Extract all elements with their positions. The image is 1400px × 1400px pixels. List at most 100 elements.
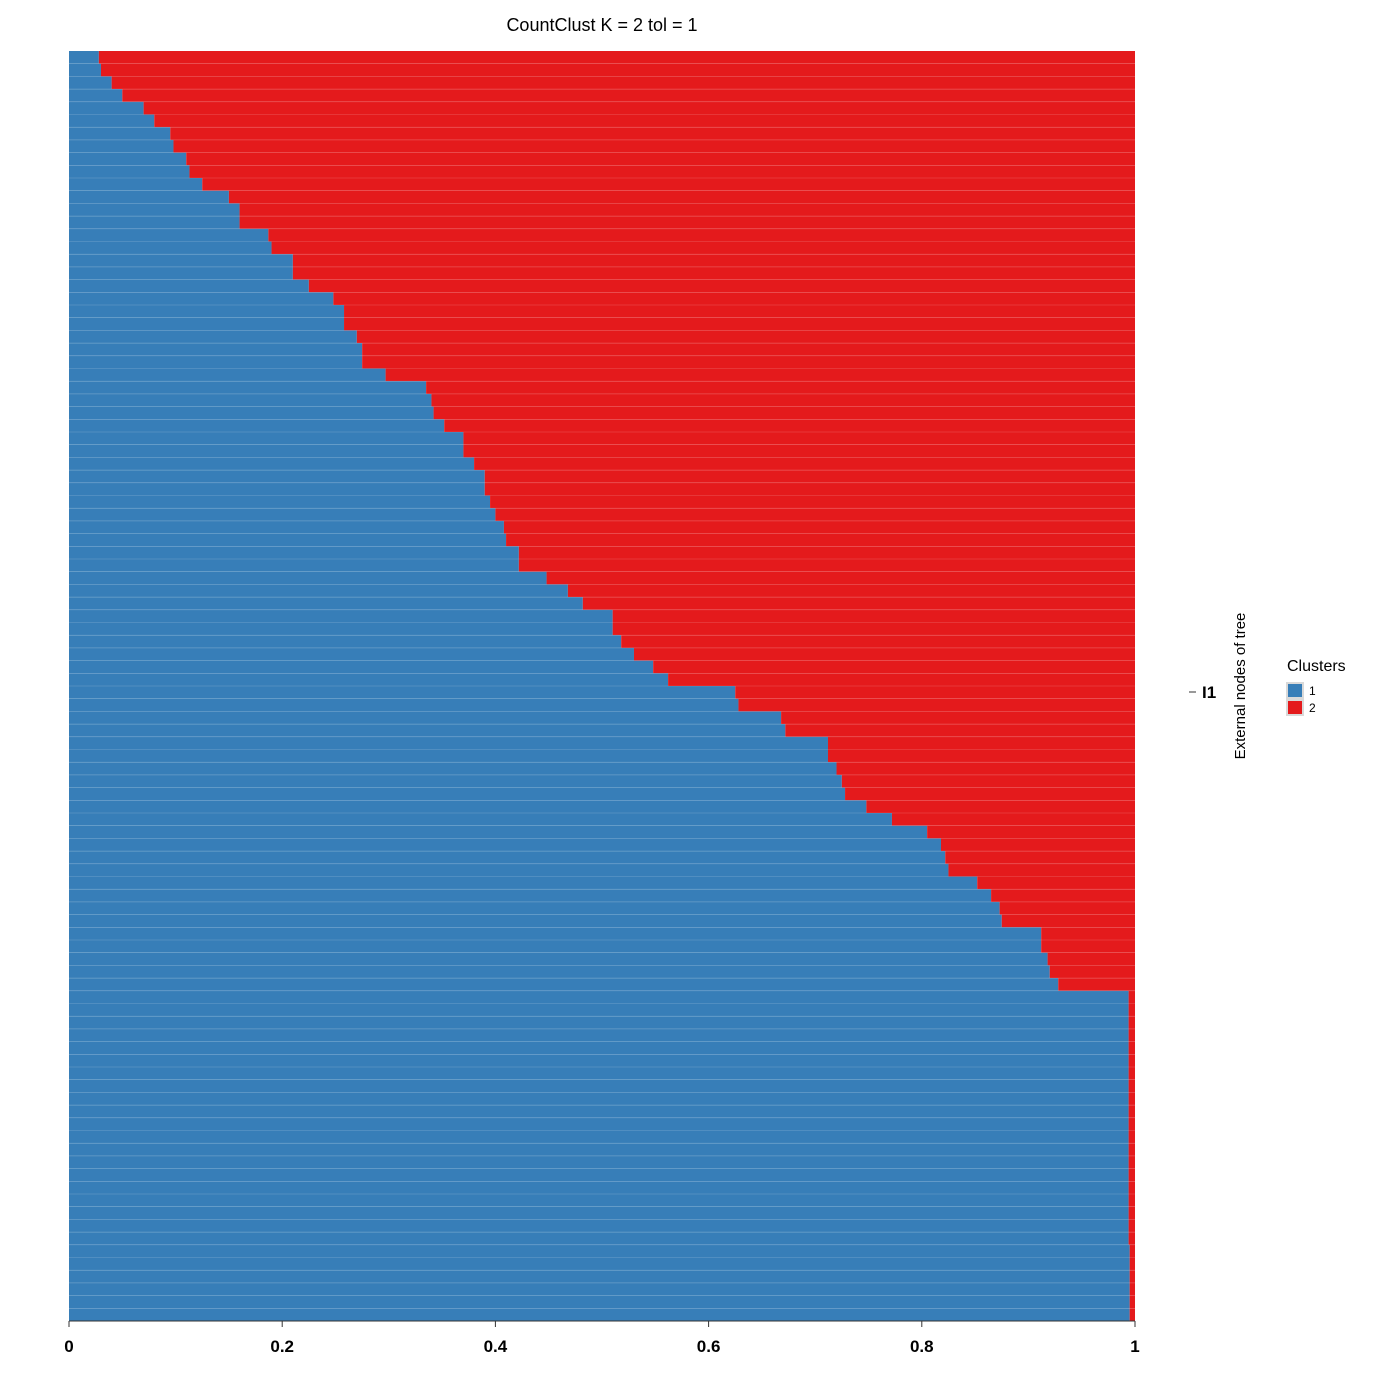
bar-cluster-2 — [582, 597, 1135, 610]
bar-cluster-2 — [1049, 965, 1135, 979]
bar-cluster-2 — [431, 393, 1135, 407]
bar-cluster-2 — [1128, 1054, 1135, 1068]
bar-cluster-2 — [362, 343, 1135, 356]
bar-cluster-1 — [69, 940, 1042, 953]
bar-cluster-2 — [1128, 1041, 1135, 1055]
bar-cluster-1 — [69, 952, 1048, 966]
bar-cluster-2 — [228, 190, 1135, 204]
bar-cluster-2 — [362, 355, 1135, 369]
bar-cluster-2 — [1128, 1206, 1135, 1220]
x-tick-label: 0.2 — [270, 1337, 294, 1356]
bar-cluster-2 — [239, 203, 1135, 217]
bar-cluster-1 — [69, 965, 1050, 979]
bar-cluster-1 — [69, 660, 654, 674]
bar-cluster-2 — [506, 533, 1135, 547]
legend-label-1: 1 — [1309, 684, 1316, 698]
bar-cluster-2 — [518, 559, 1135, 572]
bar-cluster-1 — [69, 457, 475, 471]
bar-cluster-2 — [344, 305, 1135, 318]
bar-cluster-2 — [1128, 990, 1135, 1004]
bar-cluster-2 — [1128, 1092, 1135, 1106]
bar-cluster-2 — [173, 139, 1135, 153]
bar-cluster-1 — [69, 520, 504, 534]
bar-cluster-1 — [69, 711, 782, 725]
bar-cluster-1 — [69, 444, 464, 458]
x-tick-label: 1 — [1130, 1337, 1139, 1356]
bar-cluster-2 — [292, 254, 1135, 267]
bar-cluster-1 — [69, 1295, 1130, 1309]
bar-cluster-1 — [69, 774, 842, 788]
bar-cluster-2 — [633, 647, 1135, 661]
bar-cluster-2 — [474, 457, 1136, 471]
bar-cluster-1 — [69, 1244, 1130, 1258]
bar-cluster-1 — [69, 724, 786, 737]
bar-cluster-1 — [69, 1041, 1129, 1055]
bar-cluster-1 — [69, 368, 386, 382]
bar-cluster-1 — [69, 127, 171, 140]
bar-cluster-2 — [891, 813, 1135, 826]
bar-cluster-1 — [69, 825, 928, 839]
bar-cluster-1 — [69, 203, 240, 217]
bar-cluster-2 — [1058, 978, 1135, 991]
bar-cluster-1 — [69, 51, 99, 64]
bar-cluster-2 — [356, 330, 1135, 344]
bar-cluster-2 — [1041, 927, 1135, 941]
bar-cluster-2 — [735, 686, 1135, 699]
bar-cluster-2 — [1001, 914, 1135, 928]
bar-cluster-1 — [69, 889, 992, 902]
bar-cluster-2 — [1128, 1016, 1135, 1029]
x-tick-label: 0.6 — [697, 1337, 721, 1356]
bar-cluster-1 — [69, 495, 491, 509]
bar-cluster-2 — [836, 762, 1135, 775]
legend-swatch-1 — [1288, 684, 1302, 697]
bar-cluster-2 — [444, 419, 1135, 433]
bar-cluster-1 — [69, 978, 1059, 991]
bar-cluster-2 — [653, 660, 1135, 674]
bar-cluster-2 — [738, 698, 1135, 712]
bar-cluster-1 — [69, 533, 507, 547]
bar-cluster-2 — [1129, 1295, 1135, 1309]
bar-cluster-1 — [69, 1130, 1129, 1144]
bar-cluster-1 — [69, 279, 309, 293]
bar-cluster-1 — [69, 876, 978, 890]
bar-cluster-1 — [69, 1232, 1129, 1245]
bar-cluster-2 — [1128, 1232, 1135, 1245]
bar-cluster-2 — [1129, 1257, 1135, 1271]
bar-cluster-2 — [977, 876, 1135, 890]
bar-cluster-2 — [1128, 1028, 1135, 1042]
bar-cluster-2 — [111, 76, 1135, 90]
bar-cluster-1 — [69, 355, 363, 369]
bar-cluster-1 — [69, 381, 427, 394]
bar-cluster-1 — [69, 292, 334, 306]
bar-cluster-2 — [463, 444, 1135, 458]
bar-cluster-2 — [268, 228, 1135, 242]
bar-cluster-2 — [154, 114, 1135, 128]
bar-cluster-2 — [1128, 1194, 1135, 1207]
bar-cluster-2 — [785, 724, 1135, 737]
bar-cluster-2 — [1129, 1244, 1135, 1258]
bar-cluster-2 — [1128, 1130, 1135, 1144]
bar-cluster-2 — [433, 406, 1135, 420]
bar-cluster-1 — [69, 1003, 1129, 1017]
bar-cluster-1 — [69, 787, 846, 801]
bar-cluster-1 — [69, 89, 123, 102]
bar-cluster-2 — [841, 774, 1135, 788]
bar-cluster-1 — [69, 1155, 1129, 1169]
bar-cluster-1 — [69, 216, 240, 229]
x-tick-label: 0 — [64, 1337, 73, 1356]
bar-cluster-1 — [69, 736, 828, 750]
bar-cluster-2 — [503, 520, 1136, 534]
bar-cluster-2 — [1128, 1105, 1135, 1118]
bar-cluster-1 — [69, 571, 547, 585]
bar-cluster-1 — [69, 317, 345, 331]
bar-cluster-1 — [69, 698, 739, 712]
legend-label-2: 2 — [1309, 701, 1316, 715]
bar-cluster-2 — [1128, 1219, 1135, 1233]
legend-swatch-2 — [1288, 701, 1302, 714]
bar-cluster-1 — [69, 1282, 1130, 1296]
bar-cluster-1 — [69, 647, 634, 661]
bar-cluster-2 — [1047, 952, 1135, 966]
bar-cluster-2 — [612, 609, 1135, 623]
bar-cluster-1 — [69, 927, 1042, 941]
